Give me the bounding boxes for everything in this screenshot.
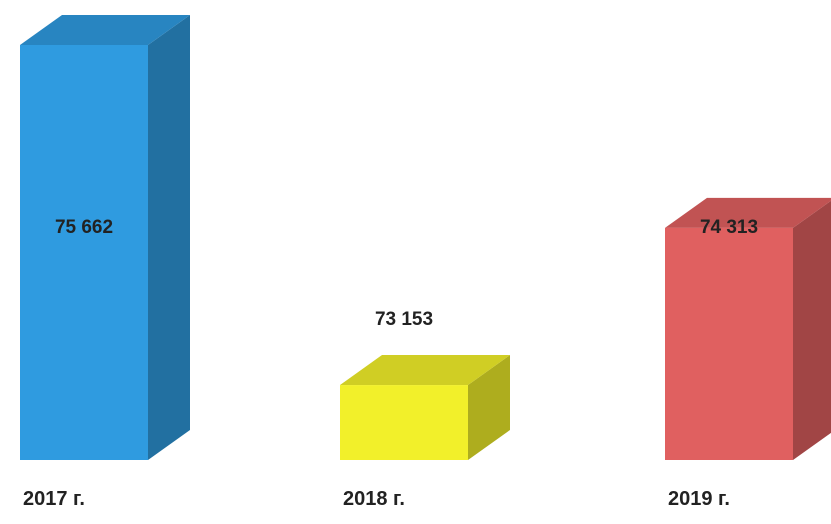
bar-top-face <box>340 355 510 386</box>
data-label-3: 74 313 <box>700 217 758 238</box>
category-label-3: 2019 г. <box>668 488 730 510</box>
bar-front-face <box>340 385 468 460</box>
bar-top-face <box>665 197 831 228</box>
bar-1 <box>20 15 190 460</box>
bar-3 <box>665 197 831 460</box>
bars <box>20 15 831 460</box>
data-label-2: 73 153 <box>375 309 433 330</box>
category-label-1: 2017 г. <box>23 488 85 510</box>
bar-front-face <box>20 45 148 460</box>
bar-front-face <box>665 227 793 460</box>
category-label-2: 2018 г. <box>343 488 405 510</box>
bar-side-face <box>468 355 510 460</box>
labels: 75 662 2017 г. 73 153 2018 г. 74 313 2019 г. <box>23 217 758 510</box>
data-label-1: 75 662 <box>55 217 113 238</box>
bar-top-face <box>20 15 190 45</box>
bar-2 <box>340 355 510 460</box>
bar-side-face <box>148 15 190 460</box>
bar-side-face <box>793 200 831 460</box>
